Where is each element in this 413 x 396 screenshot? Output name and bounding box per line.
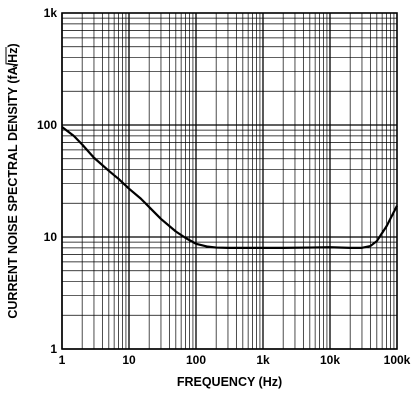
x-tick-label: 10k xyxy=(320,353,340,367)
plot-frame xyxy=(61,12,398,350)
y-axis-label-prefix: CURRENT NOISE SPECTRAL DENSITY (fA/ xyxy=(6,62,20,318)
x-tick-label: 100k xyxy=(384,353,411,367)
y-tick-labels: 1 10 100 1k xyxy=(37,6,57,356)
svg-text:CURRENT NOISE SPECTRAL DENSITY: CURRENT NOISE SPECTRAL DENSITY (fA/Hz) xyxy=(6,43,20,318)
y-axis-label-suffix: ) xyxy=(6,43,20,47)
y-axis-label: CURRENT NOISE SPECTRAL DENSITY (fA/Hz) xyxy=(5,43,20,319)
y-axis-label-sqrt-unit: Hz xyxy=(6,48,20,63)
y-tick-label: 100 xyxy=(37,118,57,132)
grid-lines xyxy=(61,13,397,350)
y-tick-label: 1k xyxy=(44,6,58,20)
y-tick-label: 1 xyxy=(50,342,57,356)
sqrt-radical-bar xyxy=(5,47,19,68)
x-tick-label: 100 xyxy=(186,353,206,367)
y-tick-label: 10 xyxy=(44,230,58,244)
x-axis-label: FREQUENCY (Hz) xyxy=(177,375,282,389)
x-tick-label: 1 xyxy=(59,353,66,367)
x-tick-label: 1k xyxy=(256,353,270,367)
x-tick-label: 10 xyxy=(122,353,136,367)
series-line xyxy=(61,126,398,249)
x-tick-labels: 1 10 100 1k 10k 100k xyxy=(59,353,411,367)
